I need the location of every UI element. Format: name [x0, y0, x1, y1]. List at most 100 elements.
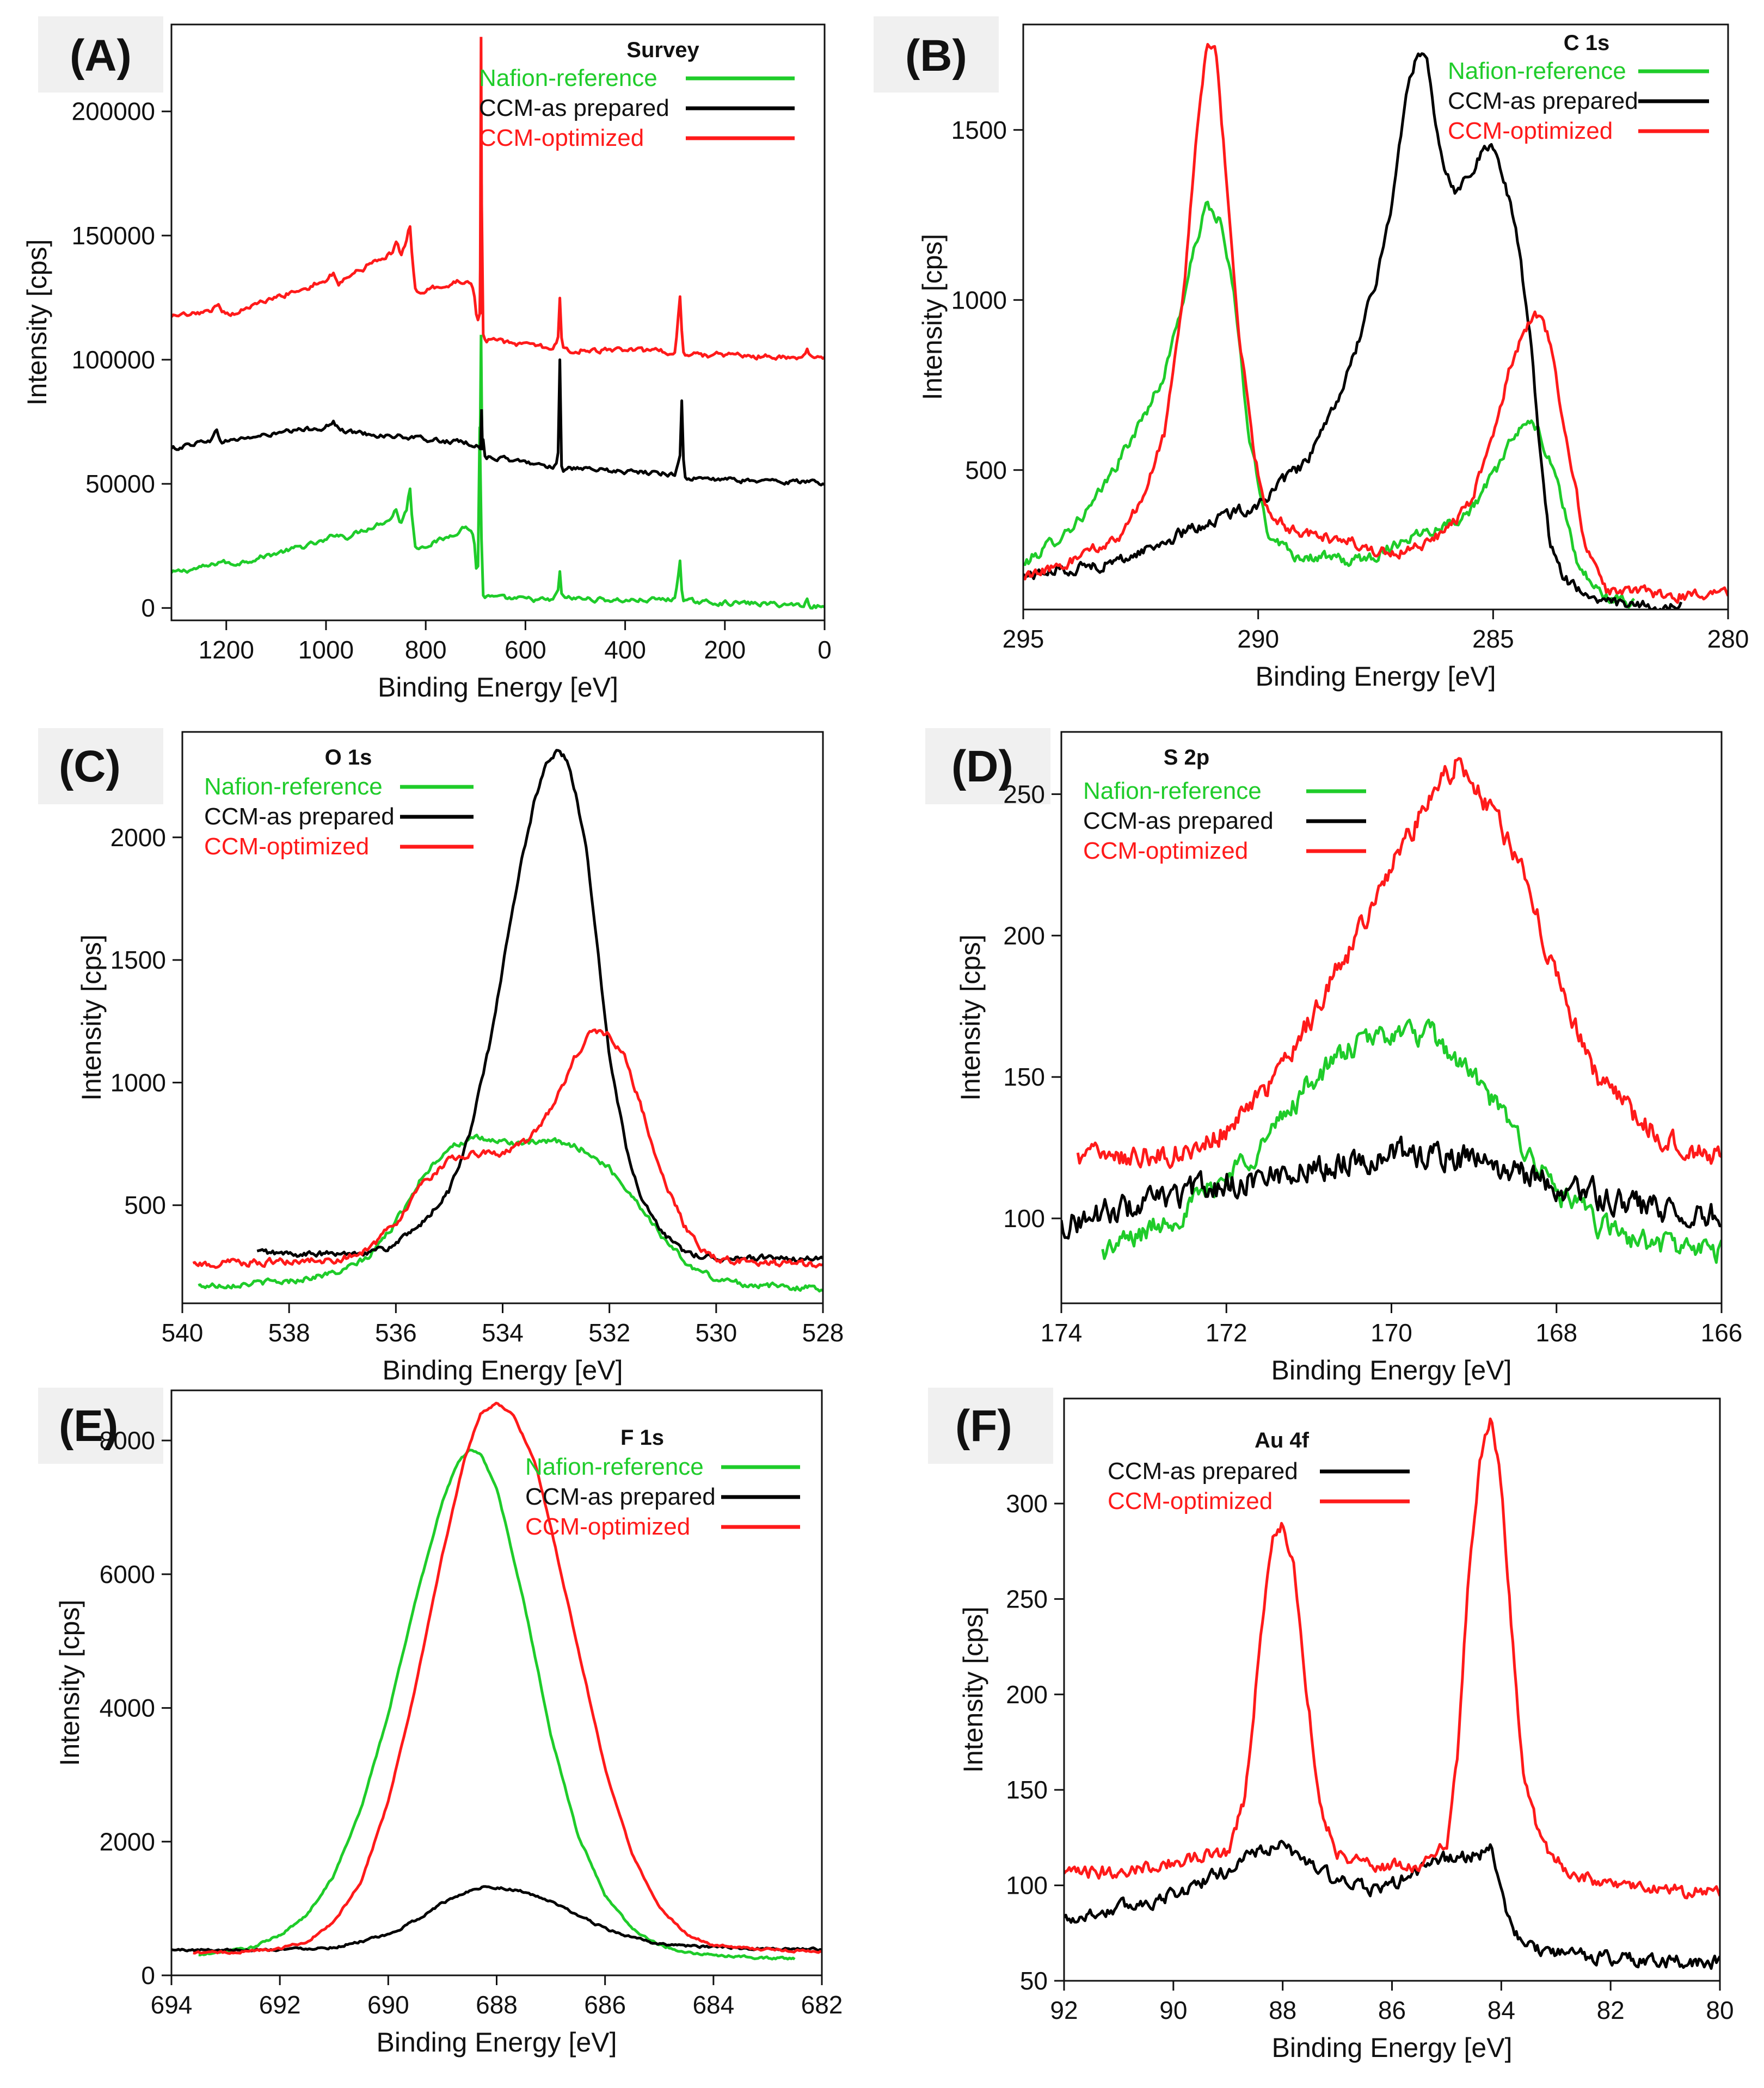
series-line-nafion-reference [171, 426, 825, 610]
series-line-ccm-optimized [1023, 42, 1728, 604]
x-tick-label: 80 [1706, 1996, 1734, 2024]
x-tick-label: 536 [375, 1319, 417, 1347]
y-axis-label: Intensity [cps] [958, 1606, 988, 1773]
chart-title: C 1s [1564, 31, 1610, 55]
x-axis-label: Binding Energy [eV] [378, 672, 618, 703]
y-tick-label: 100 [1006, 1871, 1048, 1900]
y-tick-label: 100 [1003, 1204, 1045, 1233]
y-tick-label: 0 [141, 1961, 155, 1990]
y-tick-label: 2000 [100, 1827, 155, 1856]
y-tick-label: 4000 [100, 1694, 155, 1722]
x-tick-label: 690 [367, 1991, 409, 2019]
legend-label: Nafion-reference [1448, 58, 1626, 84]
x-tick-label: 600 [505, 636, 546, 664]
plot-frame [1022, 23, 1729, 611]
x-tick-label: 295 [1003, 625, 1044, 653]
x-tick-label: 168 [1535, 1319, 1577, 1347]
panel-b: 295 290 285 280 500 1000 1500 Binding Energy [e… [917, 23, 1749, 692]
legend-label: CCM-as prepared [525, 1483, 716, 1510]
x-tick-label: 88 [1269, 1996, 1296, 2024]
series-line-ccm-as-prepared [1061, 1135, 1722, 1240]
legend-label: Nafion-reference [479, 65, 657, 91]
y-axis-label: Intensity [cps] [54, 1600, 85, 1766]
x-tick-label: 90 [1159, 1996, 1187, 2024]
survey-spike-0 [478, 36, 484, 315]
x-tick-label: 166 [1701, 1319, 1743, 1347]
y-tick-label: 1500 [951, 116, 1007, 144]
chart-title: F 1s [620, 1426, 664, 1450]
panel-label-a: (A) [70, 31, 132, 81]
x-tick-label: 532 [588, 1319, 630, 1347]
y-tick-label: 500 [124, 1191, 166, 1219]
panel-label-box-b [874, 16, 999, 93]
x-axis-label: Binding Energy [eV] [1271, 1355, 1512, 1385]
legend-label: CCM-as prepared [204, 803, 395, 830]
x-tick-label: 534 [482, 1319, 524, 1347]
legend-label: CCM-as prepared [1448, 88, 1638, 114]
x-tick-label: 82 [1597, 1996, 1625, 2024]
y-tick-label: 200000 [72, 97, 156, 126]
legend-label: CCM-optimized [525, 1513, 690, 1540]
x-tick-label: 692 [259, 1991, 301, 2019]
x-tick-label: 290 [1237, 625, 1279, 653]
y-tick-label: 500 [965, 456, 1007, 484]
legend-label: Nafion-reference [525, 1453, 704, 1480]
x-axis-label: Binding Energy [eV] [383, 1355, 623, 1385]
panel-label-b: (B) [905, 31, 967, 81]
x-tick-label: 800 [405, 636, 447, 664]
legend-label: CCM-optimized [204, 833, 369, 860]
x-axis-label: Binding Energy [eV] [1256, 661, 1496, 692]
x-tick-label: 682 [801, 1991, 843, 2019]
y-tick-label: 250 [1006, 1585, 1048, 1613]
x-tick-label: 540 [162, 1319, 204, 1347]
x-axis-label: Binding Energy [eV] [1272, 2032, 1513, 2063]
legend-label: Nafion-reference [1083, 778, 1262, 804]
legend-label: CCM-optimized [1448, 118, 1613, 144]
y-tick-label: 2000 [110, 823, 166, 852]
y-tick-label: 200 [1006, 1680, 1048, 1709]
y-tick-label: 8000 [100, 1426, 155, 1455]
plot-frame [170, 23, 826, 621]
x-tick-label: 1200 [199, 636, 254, 664]
x-tick-label: 170 [1370, 1319, 1412, 1347]
y-tick-label: 100000 [72, 346, 156, 374]
series-line-nafion-reference [1101, 1018, 1722, 1264]
panel-label-d: (D) [951, 742, 1013, 791]
x-axis-label: Binding Energy [eV] [377, 2027, 617, 2058]
x-tick-label: 200 [704, 636, 746, 664]
legend-label: Nafion-reference [204, 773, 383, 800]
y-tick-label: 1500 [110, 946, 166, 974]
legend-label: CCM-as prepared [1083, 808, 1274, 834]
y-tick-label: 250 [1003, 780, 1045, 808]
panel-label-box-e [38, 1388, 163, 1464]
y-tick-label: 0 [141, 594, 155, 622]
x-tick-label: 528 [802, 1319, 844, 1347]
series-line-ccm-as-prepared [1023, 52, 1683, 609]
y-tick-label: 150000 [72, 221, 156, 250]
panel-e: 694 692 690 688 686 684 682 0 2000 4000 6000 8000 Bi… [54, 1389, 843, 2058]
x-tick-label: 538 [268, 1319, 310, 1347]
series-line-ccm-optimized [193, 1401, 822, 1955]
x-tick-label: 84 [1488, 1996, 1515, 2024]
survey-spike-1 [478, 335, 484, 445]
x-tick-label: 400 [604, 636, 646, 664]
y-tick-label: 50000 [85, 470, 155, 498]
y-tick-label: 300 [1006, 1489, 1048, 1518]
panel-label-f: (F) [955, 1401, 1012, 1451]
chart-title: O 1s [325, 746, 372, 769]
x-tick-label: 686 [584, 1991, 626, 2019]
x-tick-label: 172 [1206, 1319, 1247, 1347]
chart-title: S 2p [1164, 746, 1209, 769]
x-tick-label: 0 [818, 636, 832, 664]
x-tick-label: 174 [1041, 1319, 1083, 1347]
chart-title: Au 4f [1255, 1428, 1310, 1452]
series-line-nafion-reference [198, 1134, 823, 1293]
panel-label-box-d [925, 728, 1050, 804]
y-tick-label: 150 [1006, 1776, 1048, 1804]
y-tick-label: 200 [1003, 921, 1045, 950]
x-tick-label: 285 [1472, 625, 1514, 653]
x-tick-label: 694 [151, 1991, 193, 2019]
x-tick-label: 92 [1050, 1996, 1078, 2024]
